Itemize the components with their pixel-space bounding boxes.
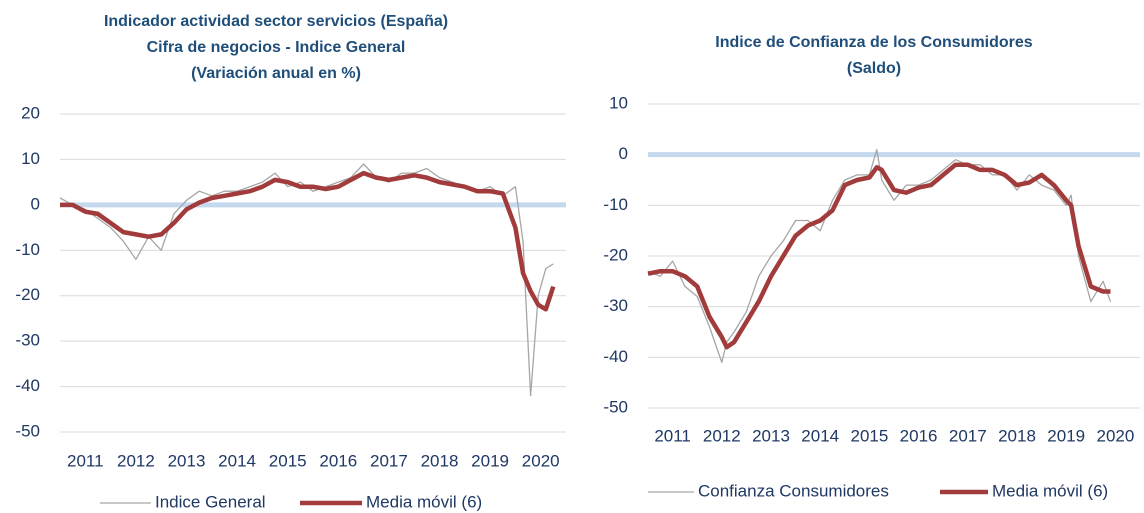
x-tick-label: 2016 [319, 451, 357, 470]
chart-title: Indice de Confianza de los Consumidores [715, 34, 1032, 51]
y-tick-label: 0 [31, 194, 40, 213]
x-tick-label: 2012 [117, 451, 155, 470]
series-line [647, 162, 1111, 350]
x-tick-label: 2013 [752, 426, 790, 445]
x-tick-label: 2011 [67, 451, 104, 470]
legend-label: Media móvil (6) [366, 492, 482, 511]
y-tick-label: -20 [603, 245, 628, 264]
chart-title: (Saldo) [847, 60, 901, 77]
x-tick-label: 2017 [370, 451, 408, 470]
y-tick-label: 10 [609, 93, 628, 112]
x-tick-label: 2016 [900, 426, 938, 445]
y-tick-label: 10 [21, 149, 40, 168]
y-tick-label: -30 [603, 296, 628, 315]
legend-label: Confianza Consumidores [698, 481, 889, 500]
x-tick-label: 2017 [949, 426, 987, 445]
y-tick-label: -50 [603, 397, 628, 416]
y-tick-label: 20 [21, 103, 40, 122]
y-tick-label: -20 [15, 285, 40, 304]
chart-title: (Variación anual en %) [191, 65, 361, 82]
x-tick-label: 2012 [703, 426, 741, 445]
y-tick-label: -10 [603, 195, 628, 214]
x-tick-label: 2013 [168, 451, 206, 470]
y-tick-label: -50 [15, 421, 40, 440]
y-tick-label: -30 [15, 331, 40, 350]
x-tick-label: 2019 [471, 451, 509, 470]
legend-label: Indice General [155, 492, 266, 511]
y-tick-label: -40 [603, 347, 628, 366]
x-tick-label: 2020 [1096, 426, 1134, 445]
x-tick-label: 2015 [850, 426, 888, 445]
x-tick-label: 2020 [522, 451, 560, 470]
x-tick-label: 2014 [218, 451, 256, 470]
x-tick-label: 2018 [421, 451, 459, 470]
y-tick-label: 0 [619, 144, 628, 163]
x-tick-label: 2014 [801, 426, 839, 445]
y-tick-label: -40 [15, 376, 40, 395]
x-tick-label: 2018 [998, 426, 1036, 445]
legend-label: Media móvil (6) [992, 481, 1108, 500]
chart-title: Cifra de negocios - Indice General [147, 39, 406, 56]
x-tick-label: 2011 [654, 426, 691, 445]
y-tick-label: -10 [15, 240, 40, 259]
x-tick-label: 2015 [269, 451, 307, 470]
x-tick-label: 2019 [1047, 426, 1085, 445]
series-line [60, 170, 556, 312]
series-line [59, 163, 554, 397]
chart-title: Indicador actividad sector servicios (Es… [104, 13, 448, 30]
